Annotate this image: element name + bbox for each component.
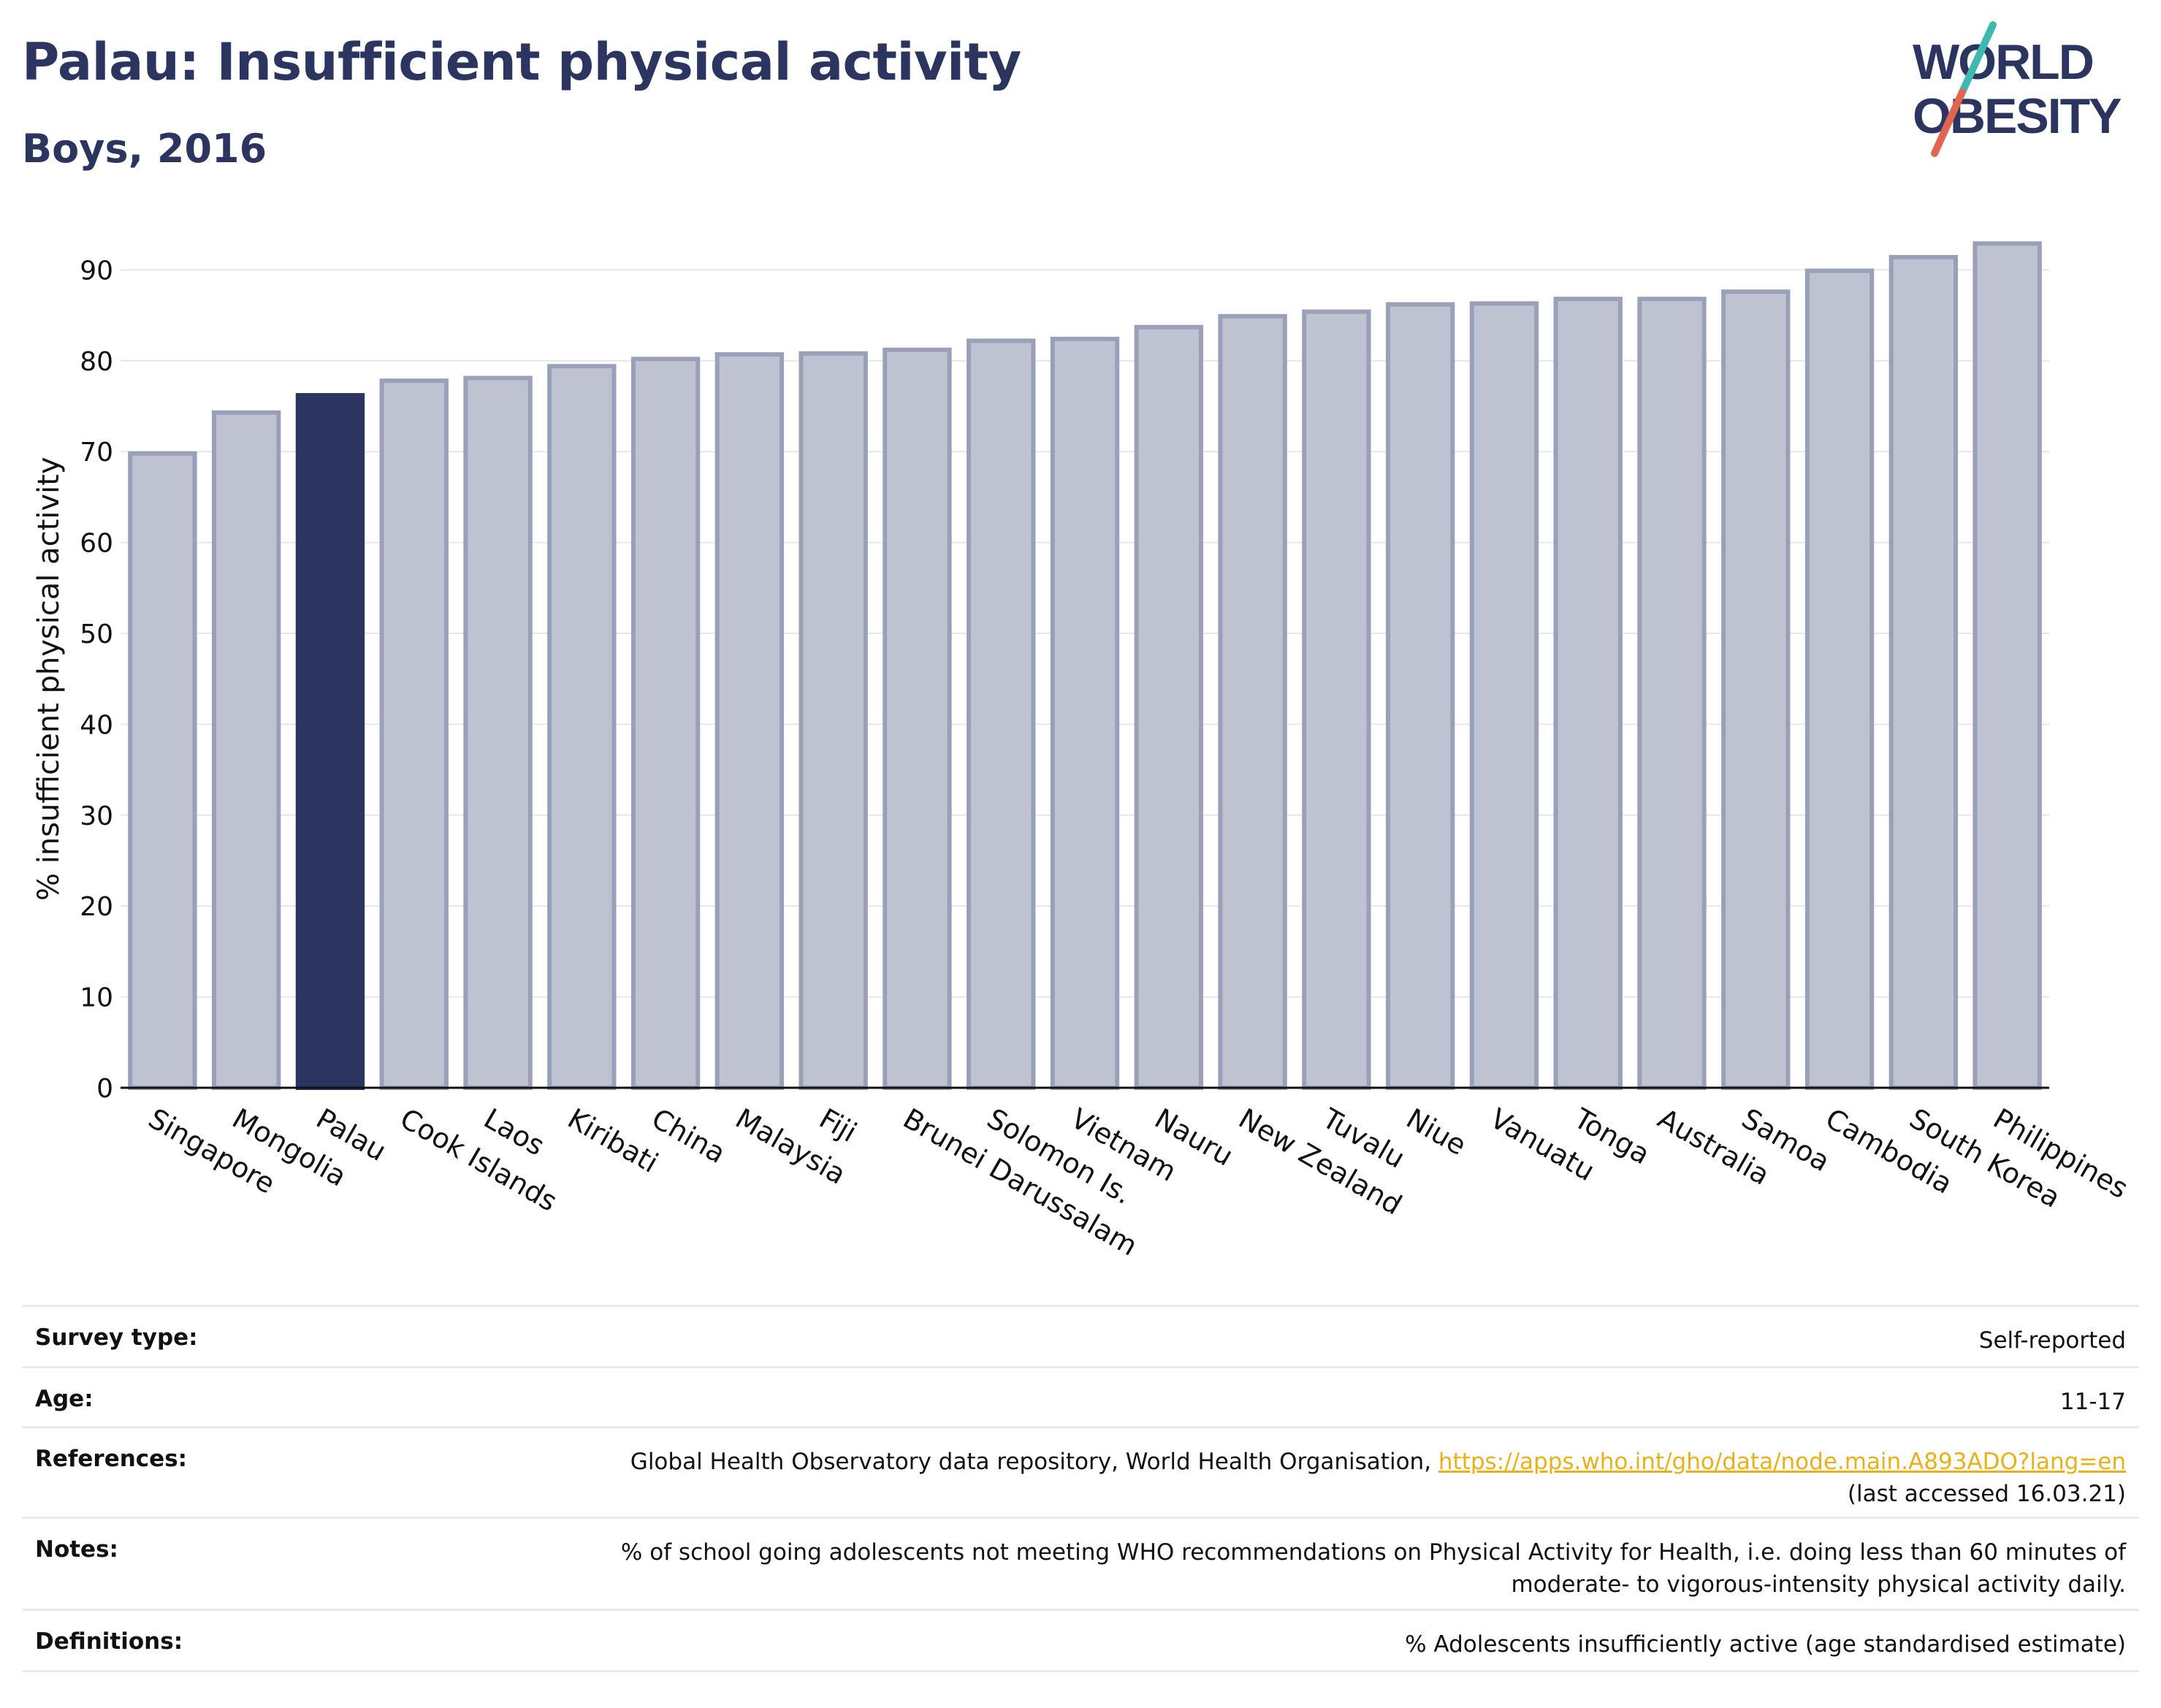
info-row-references: References: Global Health Observatory da… xyxy=(22,1426,2139,1517)
y-tick-label: 20 xyxy=(80,892,113,922)
bar-mongolia xyxy=(211,410,281,1090)
y-tick-label: 30 xyxy=(80,801,113,831)
info-label: Age: xyxy=(35,1386,94,1412)
bar-australia xyxy=(1637,297,1707,1090)
bar-fiji xyxy=(799,351,868,1090)
bar-palau xyxy=(295,393,365,1090)
info-value: % Adolescents insufficiently active (age… xyxy=(1405,1631,2126,1658)
bar-cambodia xyxy=(1804,268,1875,1090)
info-row-notes: Notes: % of school going adolescents not… xyxy=(22,1517,2139,1609)
x-tick-label: Niue xyxy=(1401,1102,1472,1162)
bar-kiribati xyxy=(547,364,617,1091)
notes-text-2: moderate- to vigorous-intensity physical… xyxy=(1511,1571,2126,1598)
logo-slash-coral xyxy=(1931,88,1966,157)
world-obesity-logo: WORLD OBESITY xyxy=(1913,21,2123,157)
y-axis-label: % insufficient physical activity xyxy=(32,457,66,901)
logo-slash-teal xyxy=(1959,21,1997,96)
reference-text: Global Health Observatory data repositor… xyxy=(630,1449,1432,1475)
info-value: Global Health Observatory data repositor… xyxy=(630,1446,2126,1510)
info-table: Survey type: Self-reported Age: 11-17 Re… xyxy=(22,1305,2139,1672)
y-tick-label: 70 xyxy=(80,438,113,468)
info-row-age: Age: 11-17 xyxy=(22,1366,2139,1426)
chart-subtitle: Boys, 2016 xyxy=(22,126,267,172)
bar-cook-islands xyxy=(379,378,449,1090)
bar-philippines xyxy=(1973,241,2042,1091)
info-table-bottom-border xyxy=(22,1670,2139,1672)
info-label: Survey type: xyxy=(35,1324,198,1351)
info-value: % of school going adolescents not meetin… xyxy=(621,1536,2126,1601)
bar-vietnam xyxy=(1050,336,1120,1091)
bar-malaysia xyxy=(714,352,785,1091)
x-tick-label: Kiribati xyxy=(563,1102,664,1179)
x-tick-label: Fiji xyxy=(814,1102,862,1148)
info-label: Definitions: xyxy=(35,1628,183,1655)
bar-south-korea xyxy=(1889,254,1959,1090)
bar-chart: 0 10 20 30 40 50 60 70 80 90 SingaporeMongoliaPal… xyxy=(32,241,2134,1262)
x-tick-label: China xyxy=(647,1102,731,1170)
y-tick-label: 40 xyxy=(80,710,113,740)
bar-samoa xyxy=(1721,289,1791,1091)
y-tick-label: 50 xyxy=(80,619,113,649)
notes-text: % of school going adolescents not meetin… xyxy=(620,1539,2126,1566)
bars xyxy=(128,241,2042,1091)
y-tick-label: 10 xyxy=(80,983,113,1013)
bar-tonga xyxy=(1553,297,1623,1090)
bar-nauru xyxy=(1134,324,1203,1091)
info-value: Self-reported xyxy=(1978,1327,2126,1354)
y-tick-label: 60 xyxy=(80,529,113,559)
bar-singapore xyxy=(128,451,197,1090)
info-label: References: xyxy=(35,1446,188,1472)
bar-vanuatu xyxy=(1469,301,1539,1091)
bar-brunei-darussalam xyxy=(883,347,952,1090)
y-tick-label: 90 xyxy=(80,256,113,286)
bar-china xyxy=(630,357,701,1090)
bar-new-zealand xyxy=(1218,313,1287,1090)
info-row-definitions: Definitions: % Adolescents insufficientl… xyxy=(22,1609,2139,1670)
x-tick-label: Cook Islands xyxy=(395,1102,563,1218)
info-value: 11-17 xyxy=(2059,1389,2126,1415)
y-tick-label: 80 xyxy=(80,347,113,377)
logo-line1: WORLD xyxy=(1913,34,2093,90)
bar-laos xyxy=(463,375,533,1090)
chart-title: Palau: Insufficient physical activity xyxy=(22,32,1021,92)
info-label: Notes: xyxy=(35,1536,118,1563)
y-axis-ticks: 0 10 20 30 40 50 60 70 80 90 xyxy=(80,256,113,1104)
y-tick-label: 0 xyxy=(96,1074,113,1104)
bar-tuvalu xyxy=(1302,309,1371,1090)
reference-link[interactable]: https://apps.who.int/gho/data/node.main.… xyxy=(1438,1449,2126,1475)
info-row-survey-type: Survey type: Self-reported xyxy=(22,1305,2139,1366)
bar-niue xyxy=(1385,302,1455,1090)
reference-accessed: (last accessed 16.03.21) xyxy=(1847,1481,2126,1507)
bar-solomon-is xyxy=(967,338,1036,1090)
